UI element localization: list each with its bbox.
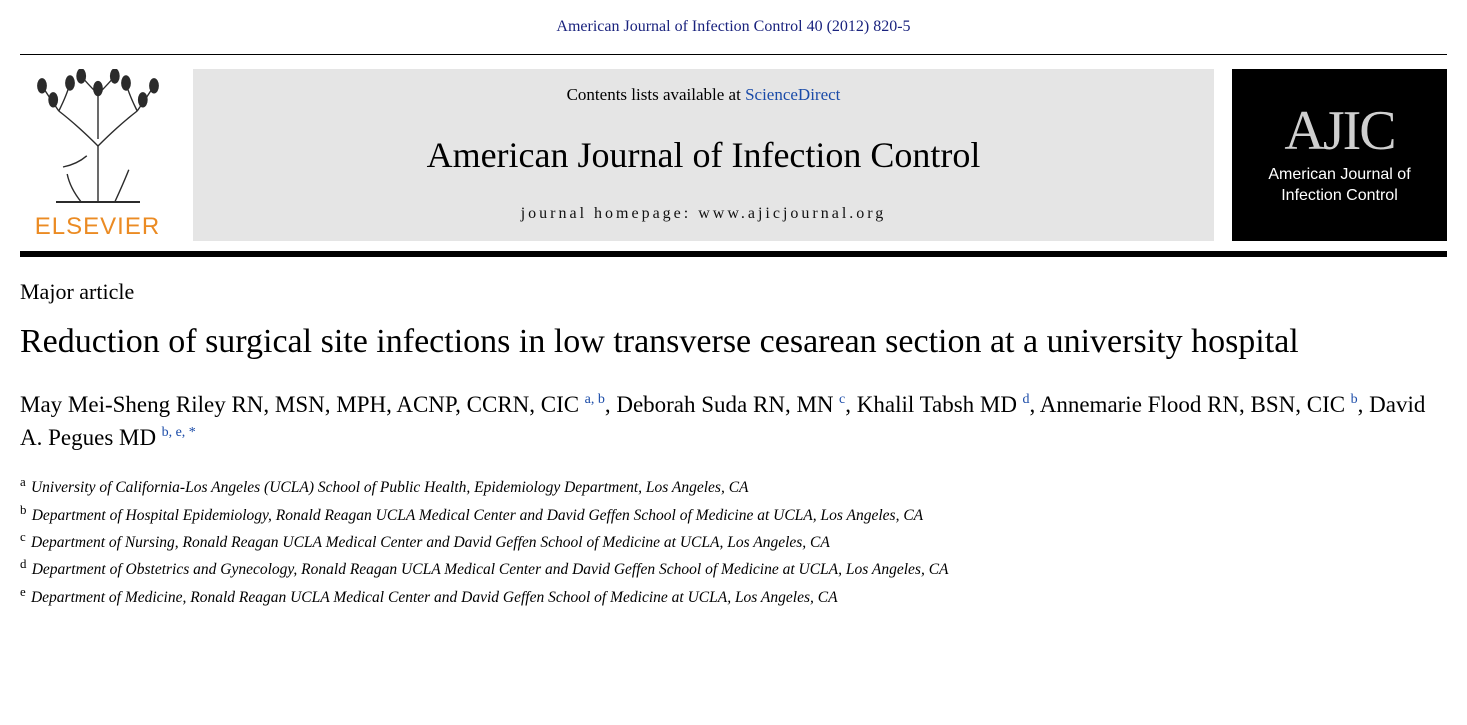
homepage-prefix: journal homepage:: [521, 205, 699, 222]
ajic-logo-block: AJIC American Journal of Infection Contr…: [1232, 69, 1447, 241]
affiliation-text: Department of Nursing, Ronald Reagan UCL…: [31, 534, 830, 551]
journal-banner: Contents lists available at ScienceDirec…: [193, 69, 1214, 241]
author-name: Deborah Suda RN, MN: [616, 392, 833, 417]
elsevier-logo-block: ELSEVIER: [20, 69, 175, 241]
ajic-line1: American Journal of: [1268, 166, 1410, 183]
affiliation-key: c: [20, 529, 31, 544]
citation-line: American Journal of Infection Control 40…: [20, 10, 1447, 54]
affiliation-key: d: [20, 556, 32, 571]
author-affil-ref[interactable]: b, e, *: [156, 425, 196, 440]
article-title: Reduction of surgical site infections in…: [20, 321, 1447, 364]
affiliation-row: a University of California-Los Angeles (…: [20, 472, 1447, 499]
elsevier-wordmark: ELSEVIER: [35, 213, 160, 241]
author-name: Annemarie Flood RN, BSN, CIC: [1040, 392, 1345, 417]
affiliation-key: a: [20, 474, 31, 489]
affiliation-key: b: [20, 502, 32, 517]
author-affil-ref[interactable]: d: [1017, 392, 1030, 407]
contents-available-line: Contents lists available at ScienceDirec…: [213, 85, 1194, 105]
author-affil-ref[interactable]: a, b: [579, 392, 605, 407]
affiliation-text: University of California-Los Angeles (UC…: [31, 479, 749, 496]
affiliation-key: e: [20, 584, 31, 599]
affiliation-text: Department of Medicine, Ronald Reagan UC…: [31, 589, 838, 606]
elsevier-tree-icon: [28, 69, 168, 209]
author-affil-ref[interactable]: c: [834, 392, 846, 407]
affiliation-row: b Department of Hospital Epidemiology, R…: [20, 500, 1447, 527]
affiliation-row: e Department of Medicine, Ronald Reagan …: [20, 582, 1447, 609]
author-affil-ref[interactable]: b: [1345, 392, 1358, 407]
author-name: Khalil Tabsh MD: [857, 392, 1017, 417]
affiliation-text: Department of Obstetrics and Gynecology,…: [32, 562, 949, 579]
ajic-full-name: American Journal of Infection Control: [1268, 165, 1410, 207]
contents-prefix: Contents lists available at: [567, 85, 745, 104]
sciencedirect-link[interactable]: ScienceDirect: [745, 85, 840, 104]
article-type: Major article: [20, 279, 1447, 305]
homepage-url[interactable]: www.ajicjournal.org: [698, 205, 886, 222]
journal-header: ELSEVIER Contents lists available at Sci…: [20, 54, 1447, 241]
journal-homepage-line: journal homepage: www.ajicjournal.org: [213, 205, 1194, 223]
affiliation-row: d Department of Obstetrics and Gynecolog…: [20, 554, 1447, 581]
ajic-abbrev-icon: AJIC: [1284, 103, 1394, 159]
affiliation-list: a University of California-Los Angeles (…: [20, 472, 1447, 609]
author-list: May Mei-Sheng Riley RN, MSN, MPH, ACNP, …: [20, 388, 1447, 455]
author-name: May Mei-Sheng Riley RN, MSN, MPH, ACNP, …: [20, 392, 579, 417]
affiliation-text: Department of Hospital Epidemiology, Ron…: [32, 507, 923, 524]
affiliation-row: c Department of Nursing, Ronald Reagan U…: [20, 527, 1447, 554]
journal-name: American Journal of Infection Control: [213, 114, 1194, 196]
header-rule: [20, 251, 1447, 257]
ajic-line2: Infection Control: [1281, 187, 1398, 204]
